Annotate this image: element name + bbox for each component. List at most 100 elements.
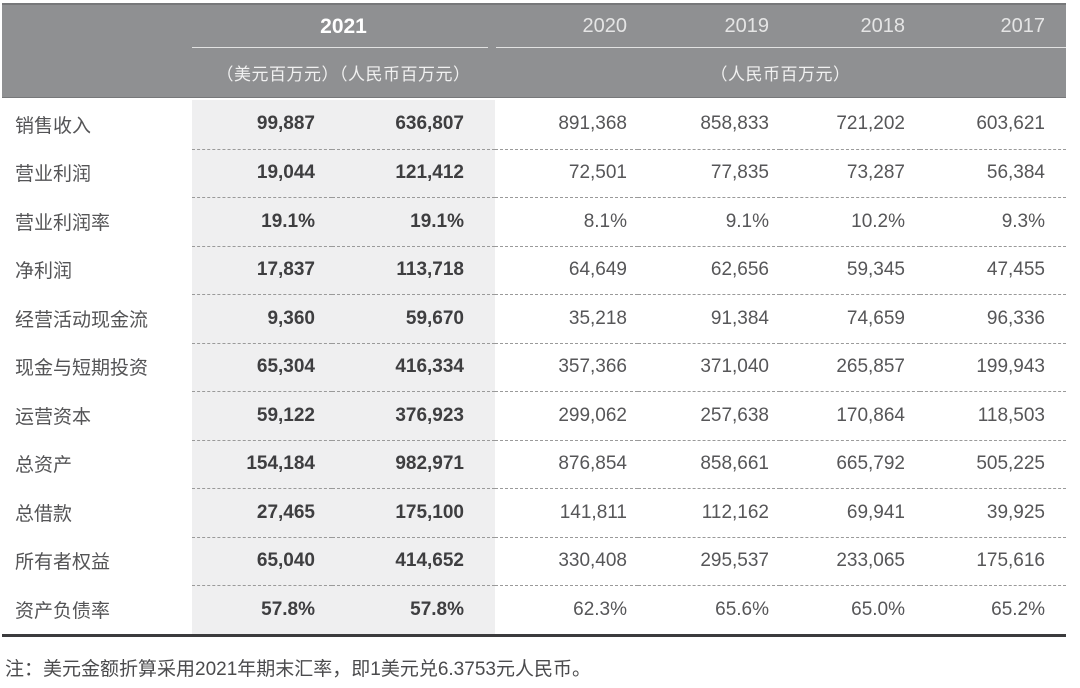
cell-2021-rmb: 376,923 bbox=[332, 391, 495, 440]
cell-2021-rmb: 121,412 bbox=[332, 148, 495, 197]
row-label: 总资产 bbox=[15, 455, 73, 477]
cell-2018: 233,065 bbox=[780, 536, 920, 586]
cell-2018: 74,659 bbox=[780, 294, 920, 343]
cell-2017: 199,943 bbox=[920, 342, 1066, 392]
cell-2019: 77,835 bbox=[638, 148, 780, 198]
cell-2019: 112,162 bbox=[638, 488, 780, 537]
row-label: 现金与短期投资 bbox=[15, 358, 149, 380]
header-unit-other-years: （人民币百万元） bbox=[710, 65, 851, 84]
header-year-2019: 2019 bbox=[724, 15, 770, 37]
cell-2020: 72,501 bbox=[495, 148, 638, 198]
cell-2021-rmb: 59,670 bbox=[332, 294, 495, 343]
cell-2017: 603,621 bbox=[976, 113, 1045, 135]
cell-2021-rmb: 414,652 bbox=[332, 536, 495, 585]
table-row: 现金与短期投资 65,304 416,334 357,366 371,040 2… bbox=[2, 342, 1066, 392]
cell-2018: 59,345 bbox=[780, 245, 920, 295]
cell-2021-usd: 17,837 bbox=[192, 245, 332, 294]
header-year-2017: 2017 bbox=[1000, 15, 1046, 37]
cell-2020: 8.1% bbox=[495, 197, 638, 246]
header-unit-2021: （美元百万元）（人民币百万元） bbox=[216, 65, 471, 84]
cell-2017: 175,616 bbox=[920, 536, 1066, 586]
row-label: 总借款 bbox=[15, 503, 73, 525]
header-year-2018: 2018 bbox=[860, 15, 906, 37]
cell-2020: 891,368 bbox=[558, 113, 627, 135]
cell-2019: 257,638 bbox=[638, 391, 780, 440]
cell-2019: 295,537 bbox=[638, 536, 780, 586]
row-label: 经营活动现金流 bbox=[15, 309, 149, 331]
cell-2021-usd: 27,465 bbox=[192, 488, 332, 537]
cell-2019: 91,384 bbox=[638, 294, 780, 343]
table-row: 资产负债率 57.8% 57.8% 62.3% 65.6% 65.0% 65.2… bbox=[2, 585, 1066, 634]
cell-2017: 47,455 bbox=[920, 245, 1066, 295]
cell-2020: 35,218 bbox=[495, 294, 638, 343]
row-label: 净利润 bbox=[15, 261, 73, 283]
header-year-2020: 2020 bbox=[582, 15, 628, 37]
cell-2021-rmb: 636,807 bbox=[332, 100, 495, 149]
cell-2019: 858,833 bbox=[700, 113, 769, 135]
table-body: 销售收入 99,887 636,807 891,368 858,833 721,… bbox=[2, 100, 1066, 637]
cell-2020: 62.3% bbox=[495, 585, 638, 634]
cell-2021-usd: 9,360 bbox=[192, 294, 332, 343]
table-row: 营业利润率 19.1% 19.1% 8.1% 9.1% 10.2% 9.3% bbox=[2, 197, 1066, 246]
row-label: 运营资本 bbox=[15, 406, 92, 428]
cell-2021-usd: 59,122 bbox=[192, 391, 332, 440]
table-row: 销售收入 99,887 636,807 891,368 858,833 721,… bbox=[2, 100, 1066, 149]
cell-2017: 118,503 bbox=[920, 391, 1066, 440]
cell-2019: 62,656 bbox=[638, 245, 780, 295]
cell-2018: 69,941 bbox=[780, 488, 920, 537]
cell-2018: 73,287 bbox=[780, 148, 920, 198]
cell-2021-usd: 99,887 bbox=[192, 100, 332, 149]
cell-2021-rmb: 416,334 bbox=[332, 342, 495, 391]
cell-2018: 10.2% bbox=[780, 197, 920, 246]
table-row: 运营资本 59,122 376,923 299,062 257,638 170,… bbox=[2, 391, 1066, 440]
row-label: 资产负债率 bbox=[15, 600, 111, 622]
cell-2018: 265,857 bbox=[780, 342, 920, 392]
cell-2021-rmb: 982,971 bbox=[332, 439, 495, 488]
header-corner-cell bbox=[2, 5, 192, 97]
row-label: 销售收入 bbox=[15, 115, 92, 137]
footnote: 注：美元金额折算采用2021年期末汇率，即1美元兑6.3753元人民币。 bbox=[5, 658, 591, 680]
cell-2020: 64,649 bbox=[495, 245, 638, 295]
header-divider-other-years bbox=[496, 47, 1066, 48]
cell-2020: 357,366 bbox=[495, 342, 638, 392]
cell-2021-usd: 19,044 bbox=[192, 148, 332, 197]
cell-2021-usd: 65,304 bbox=[192, 342, 332, 391]
cell-2017: 505,225 bbox=[920, 439, 1066, 489]
table-row: 营业利润 19,044 121,412 72,501 77,835 73,287… bbox=[2, 148, 1066, 198]
cell-2018: 721,202 bbox=[836, 113, 905, 135]
cell-2019: 65.6% bbox=[638, 585, 780, 634]
table-row: 净利润 17,837 113,718 64,649 62,656 59,345 … bbox=[2, 245, 1066, 295]
header-year-2021: 2021 bbox=[320, 14, 367, 38]
cell-2020: 299,062 bbox=[495, 391, 638, 440]
cell-2021-rmb: 57.8% bbox=[332, 585, 495, 634]
header-divider-2021 bbox=[192, 47, 488, 48]
cell-2017: 39,925 bbox=[920, 488, 1066, 537]
cell-2020: 330,408 bbox=[495, 536, 638, 586]
table-row: 总资产 154,184 982,971 876,854 858,661 665,… bbox=[2, 439, 1066, 489]
row-label: 所有者权益 bbox=[15, 552, 111, 574]
cell-2020: 141,811 bbox=[495, 488, 638, 537]
cell-2021-usd: 65,040 bbox=[192, 536, 332, 585]
cell-2021-rmb: 175,100 bbox=[332, 488, 495, 537]
cell-2018: 65.0% bbox=[780, 585, 920, 634]
cell-2019: 371,040 bbox=[638, 342, 780, 392]
cell-2020: 876,854 bbox=[495, 439, 638, 489]
table-header: 2021 2020 2019 2018 2017 （美元百万元）（人民币百万元）… bbox=[2, 3, 1066, 98]
cell-2021-usd: 154,184 bbox=[192, 439, 332, 488]
cell-2021-usd: 19.1% bbox=[192, 197, 332, 246]
cell-2019: 9.1% bbox=[638, 197, 780, 246]
cell-2017: 65.2% bbox=[920, 585, 1066, 634]
row-label: 营业利润 bbox=[15, 164, 92, 186]
table-row: 所有者权益 65,040 414,652 330,408 295,537 233… bbox=[2, 536, 1066, 586]
cell-2017: 96,336 bbox=[920, 294, 1066, 343]
cell-2017: 9.3% bbox=[920, 197, 1066, 246]
cell-2021-rmb: 113,718 bbox=[332, 245, 495, 294]
cell-2018: 170,864 bbox=[780, 391, 920, 440]
cell-2021-usd: 57.8% bbox=[192, 585, 332, 634]
financial-summary-page: 2021 2020 2019 2018 2017 （美元百万元）（人民币百万元）… bbox=[2, 3, 1066, 681]
row-label: 营业利润率 bbox=[15, 212, 111, 234]
table-row: 总借款 27,465 175,100 141,811 112,162 69,94… bbox=[2, 488, 1066, 537]
cell-2019: 858,661 bbox=[638, 439, 780, 489]
cell-2021-rmb: 19.1% bbox=[332, 197, 495, 246]
cell-2018: 665,792 bbox=[780, 439, 920, 489]
